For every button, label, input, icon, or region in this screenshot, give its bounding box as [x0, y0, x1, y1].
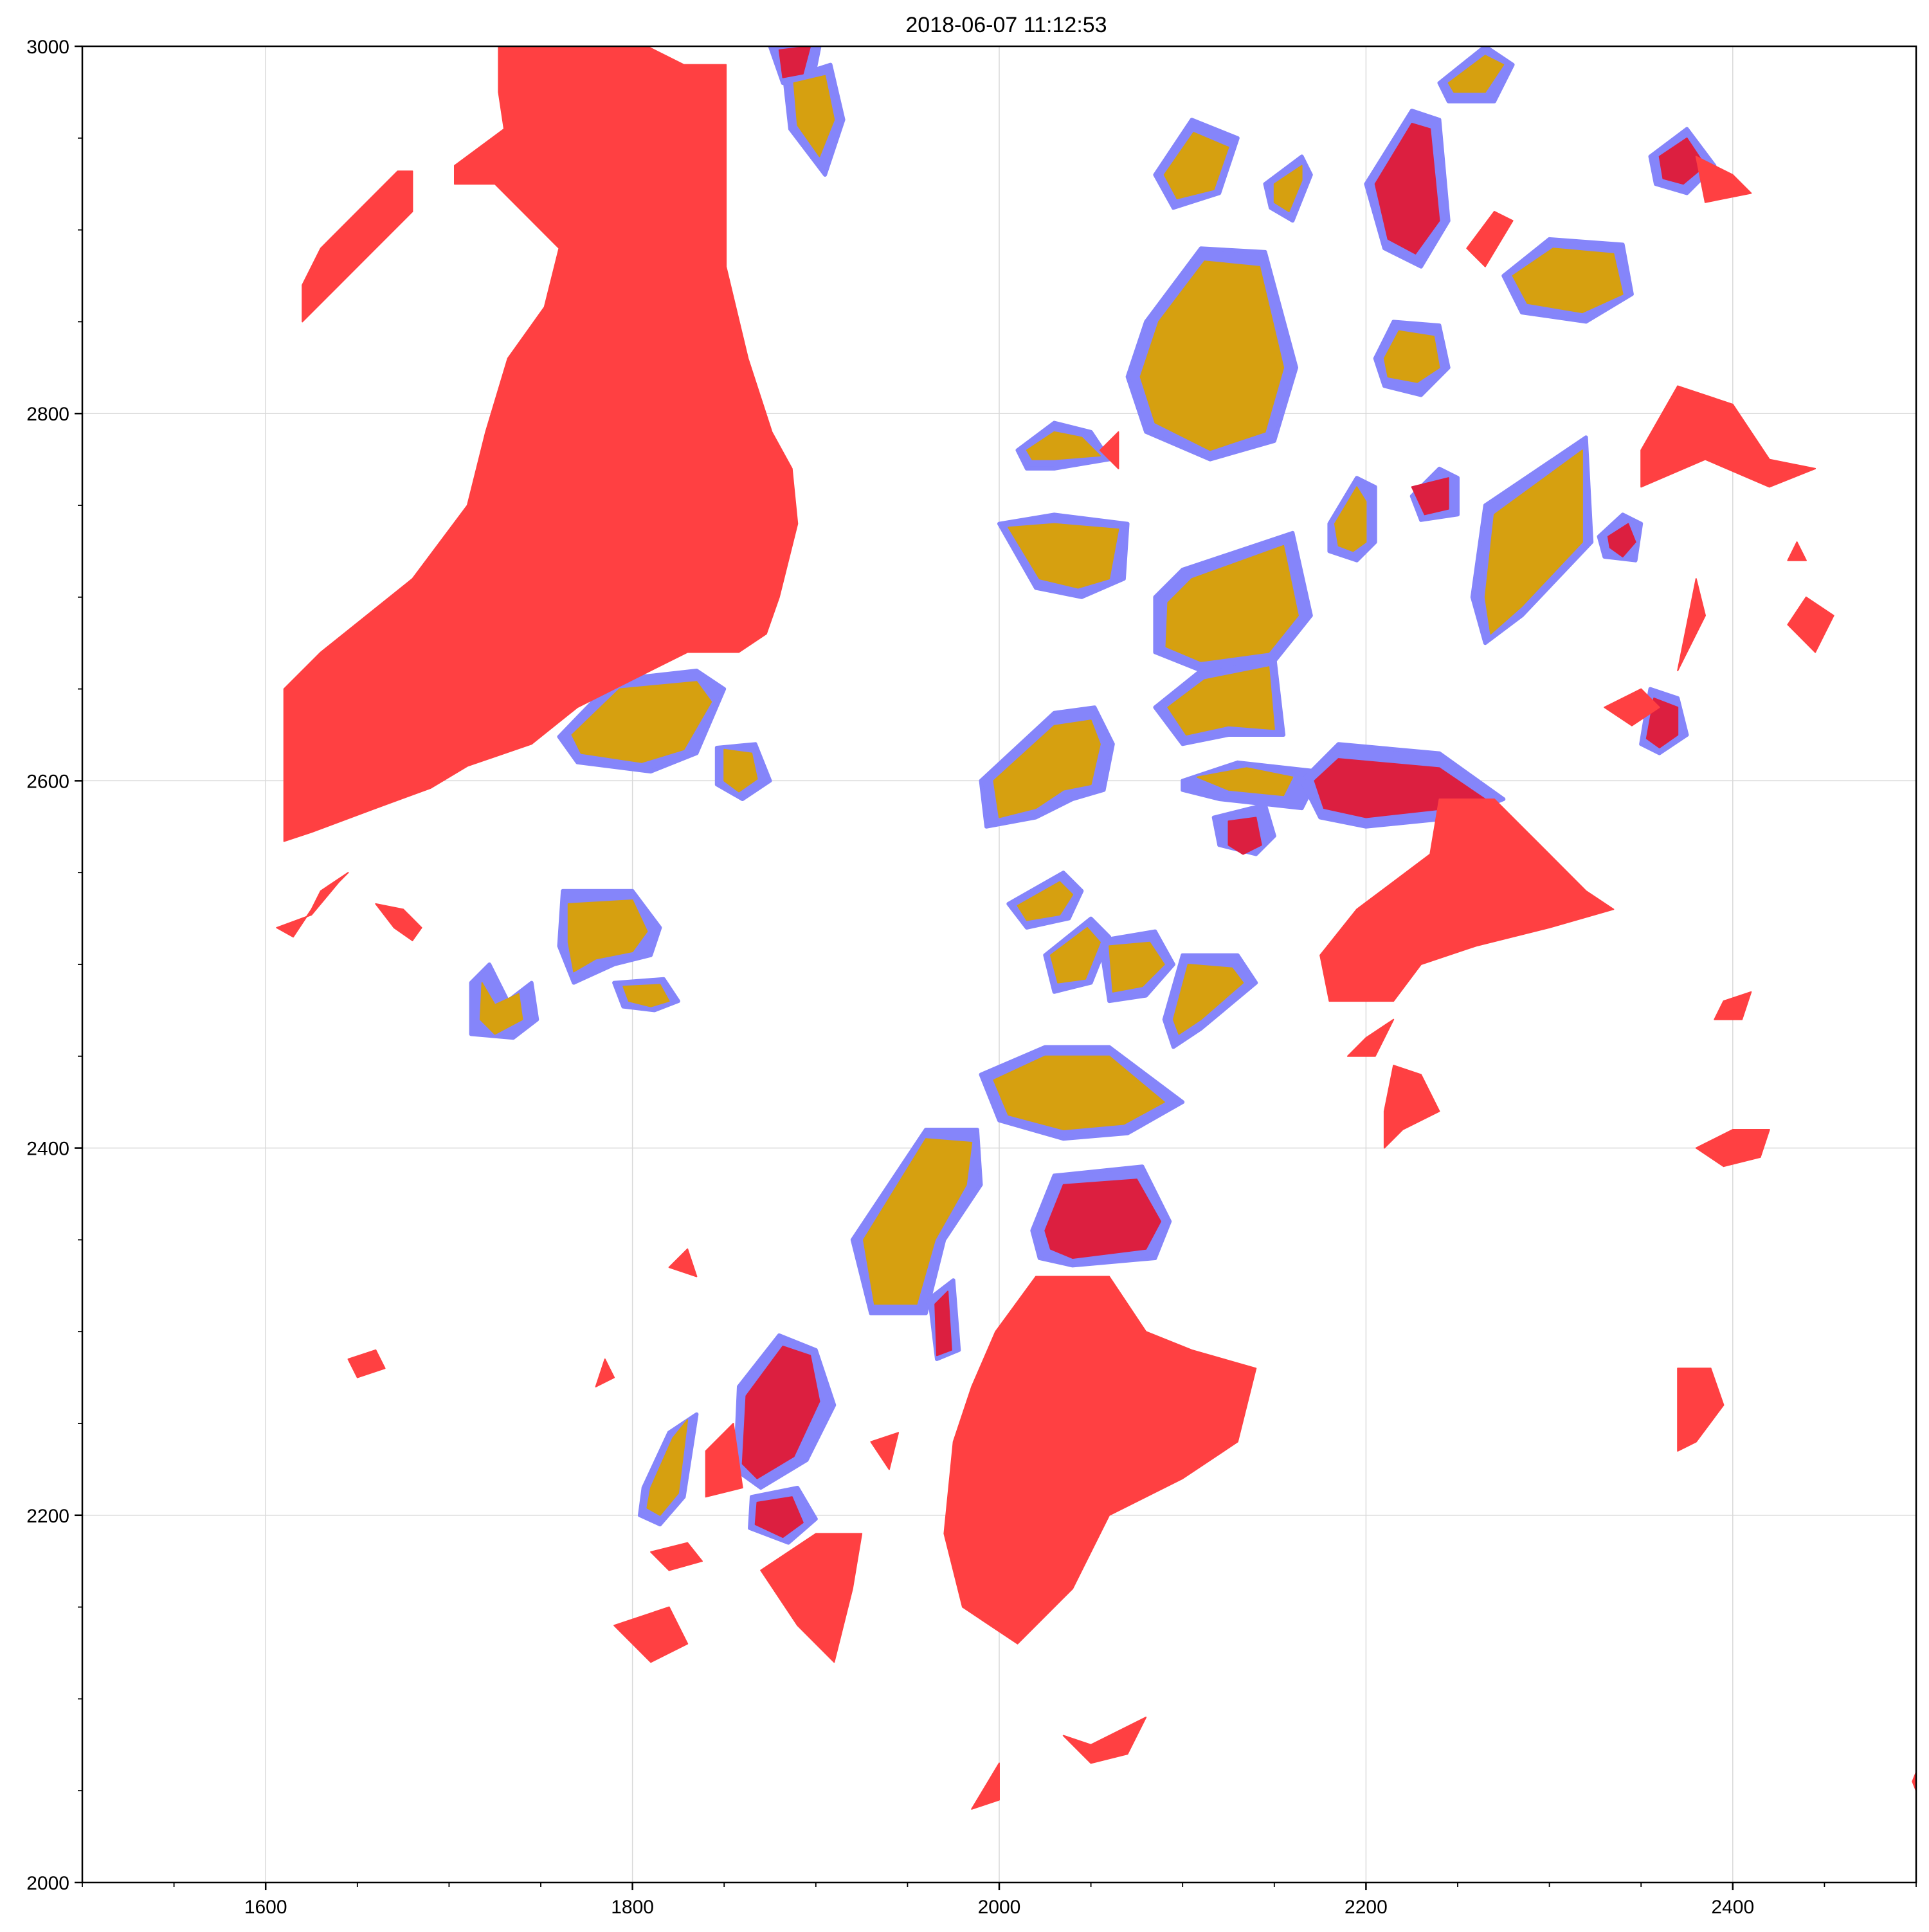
x-tick-label: 1800 [611, 1897, 654, 1918]
gold-region [1484, 449, 1583, 635]
gold-region [1008, 523, 1119, 589]
gold-region [479, 982, 523, 1035]
y-tick-label: 2200 [26, 1506, 69, 1527]
red-region [1695, 156, 1752, 203]
y-tick-label: 2000 [26, 1873, 69, 1894]
gold-region [1017, 881, 1074, 921]
gold-region [1167, 666, 1275, 736]
crimson-region [1607, 523, 1636, 557]
red-region [1677, 1368, 1725, 1452]
crimson-region [741, 1346, 820, 1479]
gold-region [993, 719, 1101, 818]
gold-region [646, 1419, 689, 1516]
red-region [971, 1762, 1000, 1810]
red-region [943, 1276, 1257, 1645]
y-tick-label: 3000 [26, 37, 69, 58]
gold-region [1026, 431, 1101, 460]
y-tick-label: 2600 [26, 771, 69, 792]
red-region [1062, 1717, 1147, 1764]
gold-region [1139, 260, 1285, 451]
gold-region [1447, 55, 1505, 93]
red-region [1787, 541, 1807, 561]
red-region [1640, 385, 1816, 488]
chart-title: 2018-06-07 11:12:53 [905, 13, 1107, 37]
red-region [1787, 596, 1834, 653]
red-region [375, 903, 422, 941]
red-region [1677, 578, 1706, 671]
red-region [1912, 1771, 1916, 1792]
tick-labels: 1600 1800 2000 2200 2400 2000 2200 2400 2600 2800… [26, 37, 1754, 1918]
crimson-region [934, 1290, 952, 1357]
gold-region [1109, 941, 1165, 993]
crimson-region [1374, 123, 1440, 255]
x-tick-label: 2200 [1345, 1897, 1388, 1918]
gold-region [863, 1138, 973, 1305]
red-region [1604, 688, 1660, 727]
crimson-region [1411, 477, 1449, 516]
region-layer [276, 46, 1916, 1810]
y-tick-label: 2800 [26, 404, 69, 425]
gold-region [1163, 132, 1229, 199]
red-region [1695, 1129, 1770, 1168]
gold-region [1273, 165, 1303, 212]
crimson-region [1658, 137, 1706, 185]
gold-region [1197, 767, 1294, 797]
crimson-region [1227, 817, 1262, 855]
axis-ticks [75, 45, 1917, 1890]
red-region [1714, 991, 1752, 1020]
red-region [760, 1533, 863, 1663]
x-tick-label: 2000 [978, 1897, 1021, 1918]
red-region [870, 1432, 900, 1470]
crimson-region [1044, 1178, 1161, 1259]
red-region [705, 1423, 743, 1498]
gold-region [723, 748, 758, 793]
red-region [650, 1542, 703, 1571]
gold-region [1334, 486, 1367, 552]
gold-region [793, 75, 835, 158]
gold-region [1049, 926, 1101, 984]
y-tick-label: 2400 [26, 1139, 69, 1160]
red-region [1328, 964, 1367, 984]
red-region [1466, 211, 1514, 267]
red-region [276, 872, 349, 938]
crimson-region [754, 1496, 804, 1539]
gold-region [1165, 545, 1299, 662]
gold-region [567, 899, 648, 973]
red-region [283, 46, 799, 842]
red-region [1319, 799, 1615, 1002]
red-region [1383, 1065, 1440, 1149]
gold-region [993, 1055, 1165, 1130]
red-region [347, 1349, 386, 1378]
gold-region [1512, 248, 1624, 314]
x-tick-label: 1600 [244, 1897, 287, 1918]
red-region [1346, 1018, 1395, 1057]
gold-region [1383, 330, 1440, 383]
red-region [595, 1359, 615, 1387]
red-region [668, 1248, 698, 1277]
red-region [613, 1606, 689, 1663]
red-region [302, 170, 413, 323]
gold-region [571, 681, 712, 763]
red-region [1099, 431, 1119, 469]
gold-region [1172, 964, 1244, 1035]
x-tick-label: 2400 [1711, 1897, 1754, 1918]
crimson-region [778, 46, 811, 78]
gold-region [622, 984, 670, 1007]
